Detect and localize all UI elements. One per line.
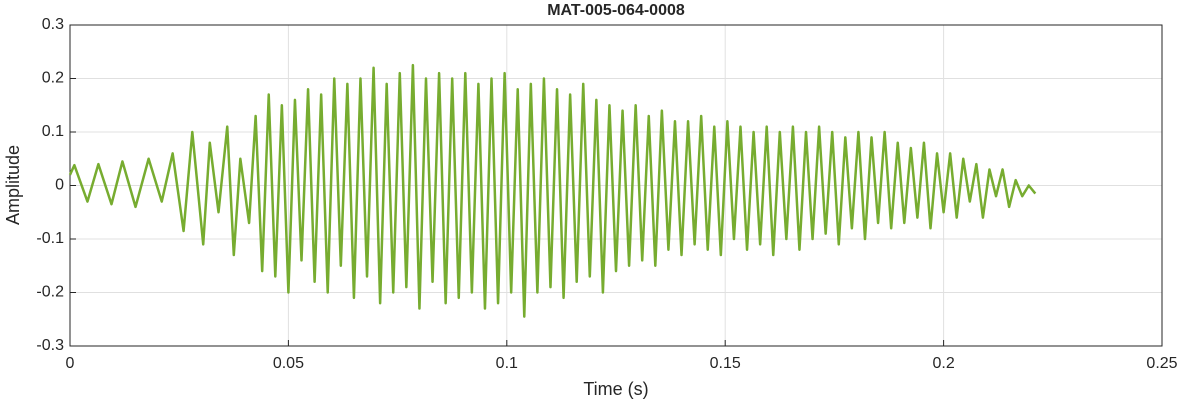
x-tick-label: 0.1 (496, 355, 518, 372)
plot-frame (69, 24, 1163, 347)
y-tick-label: -0.1 (36, 230, 64, 247)
y-tick-label: -0.3 (36, 337, 64, 354)
signal-line (68, 63, 1037, 318)
y-tick-label: -0.2 (36, 284, 64, 301)
x-tick-label: 0.15 (710, 355, 741, 372)
x-tick-label: 0 (66, 355, 75, 372)
y-axis-label: Amplitude (3, 145, 23, 225)
x-tick-label: 0.2 (932, 355, 954, 372)
x-tick-label: 0.05 (273, 355, 304, 372)
y-tick-label: 0.3 (42, 16, 64, 33)
x-axis-label: Time (s) (583, 379, 648, 399)
chart-title: MAT-005-064-0008 (547, 2, 685, 19)
y-tick-label: 0.2 (42, 70, 64, 87)
y-tick-label: 0 (55, 177, 64, 194)
x-tick-label: 0.25 (1146, 355, 1177, 372)
y-tick-label: 0.1 (42, 123, 64, 140)
